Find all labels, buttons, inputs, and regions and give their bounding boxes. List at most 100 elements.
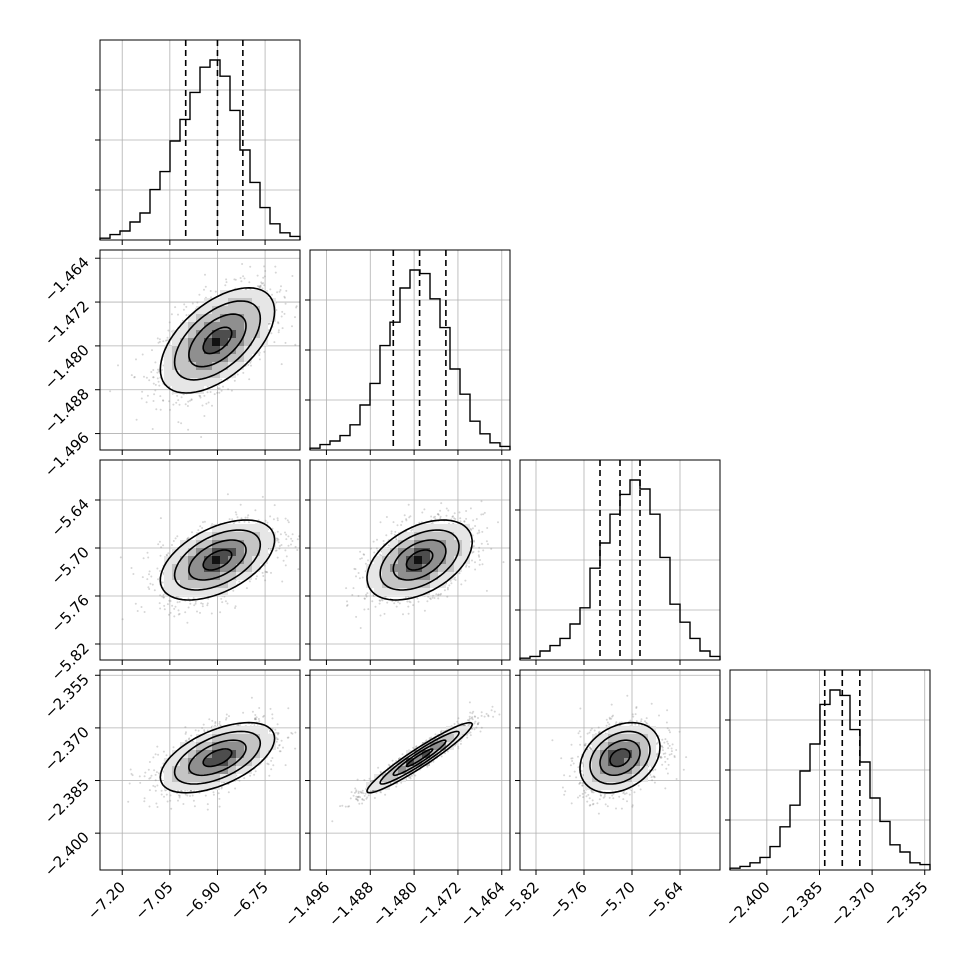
density-cell — [252, 314, 260, 322]
density-cell — [414, 564, 422, 572]
sample-point — [240, 517, 243, 520]
sample-point — [284, 531, 286, 534]
sample-point — [276, 732, 279, 734]
contour-line — [202, 326, 233, 355]
density-cell — [414, 572, 422, 580]
density-cell — [164, 564, 172, 572]
sample-point — [203, 520, 206, 523]
sample-point — [396, 524, 399, 527]
sample-point — [168, 321, 171, 324]
sample-point — [439, 517, 442, 520]
sample-point — [162, 596, 165, 599]
sample-point — [280, 285, 282, 288]
density-cell — [228, 532, 236, 540]
density-cell — [220, 564, 228, 572]
sample-point — [242, 371, 245, 374]
sample-point — [276, 738, 279, 741]
sample-point — [146, 551, 149, 554]
density-cell — [172, 588, 180, 596]
sample-point — [357, 572, 360, 574]
sample-point — [268, 729, 271, 732]
sample-point — [243, 277, 246, 280]
sample-point — [156, 745, 159, 748]
sample-point — [379, 553, 382, 556]
density-cell — [188, 580, 196, 588]
density-cell — [252, 540, 260, 548]
density-cell — [196, 306, 204, 314]
sample-point — [256, 285, 259, 288]
sample-point — [290, 537, 293, 540]
density-cell — [438, 564, 446, 572]
sample-point — [439, 593, 442, 596]
sample-point — [197, 529, 200, 532]
sample-point — [387, 544, 390, 547]
sample-point — [233, 278, 236, 281]
panel-content — [100, 460, 300, 660]
sample-point — [148, 570, 151, 573]
sample-point — [234, 605, 237, 608]
sample-point — [209, 290, 212, 292]
sample-point — [262, 715, 265, 718]
sample-point — [248, 580, 251, 583]
sample-point — [245, 587, 248, 590]
sample-point — [437, 513, 440, 516]
sample-point — [405, 518, 408, 521]
density-cell — [260, 314, 268, 322]
contour-line — [188, 313, 247, 368]
density-cell — [228, 314, 236, 322]
sample-point — [248, 281, 251, 284]
density-cell — [398, 532, 406, 540]
sample-point — [159, 607, 162, 610]
sample-point — [233, 379, 236, 382]
density-cell — [422, 540, 430, 548]
histogram-line — [729, 689, 931, 870]
density-cell — [260, 298, 268, 306]
sample-point — [394, 530, 397, 533]
density-cell — [366, 564, 374, 572]
sample-point — [154, 361, 157, 364]
sample-point — [263, 350, 266, 353]
density-cell — [212, 306, 220, 314]
sample-point — [220, 597, 223, 600]
sample-point — [454, 576, 456, 579]
sample-point — [189, 602, 192, 605]
sample-point — [154, 389, 157, 392]
sample-point — [454, 579, 457, 581]
density-cell — [268, 298, 276, 306]
density-cell — [406, 580, 414, 588]
sample-point — [143, 797, 146, 800]
sample-point — [232, 589, 235, 592]
sample-point — [145, 376, 148, 379]
density-cell — [374, 572, 382, 580]
density-cell — [188, 548, 196, 556]
density-cell — [430, 556, 438, 564]
sample-point — [213, 393, 216, 396]
sample-point — [464, 579, 467, 582]
sample-point — [148, 573, 150, 576]
sample-point — [246, 516, 249, 519]
sample-point — [227, 388, 230, 391]
sample-point — [248, 521, 250, 524]
sample-point — [418, 521, 421, 524]
contour-line — [188, 539, 247, 581]
sample-point — [272, 764, 275, 767]
sample-point — [176, 394, 179, 397]
density-cell — [164, 580, 172, 588]
sample-point — [273, 504, 276, 507]
y-tick-label: −5.64 — [48, 495, 93, 540]
density-cell — [382, 588, 390, 596]
sample-point — [384, 595, 387, 598]
sample-point — [201, 404, 204, 407]
sample-point — [474, 525, 477, 527]
sample-point — [159, 570, 161, 572]
sample-point — [445, 514, 448, 517]
density-cell — [244, 532, 252, 540]
sample-point — [458, 572, 461, 575]
sample-point — [482, 549, 485, 552]
sample-point — [178, 600, 181, 603]
sample-point — [266, 571, 269, 574]
density-cell — [390, 588, 398, 596]
density-cell — [236, 290, 244, 298]
density-cell — [244, 556, 252, 564]
sample-point — [256, 274, 259, 277]
